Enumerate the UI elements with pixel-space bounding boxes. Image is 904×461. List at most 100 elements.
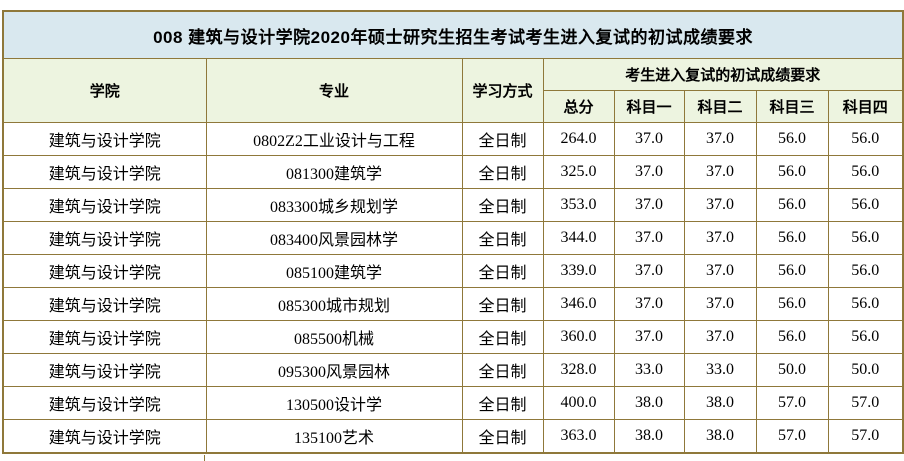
cell-subject2-score: 38.0	[683, 419, 757, 454]
cell-subject2-score: 37.0	[683, 155, 757, 189]
table-row: 建筑与设计学院 083300城乡规划学 全日制 353.0 37.0 37.0 …	[2, 188, 904, 222]
cell-total-score: 363.0	[542, 419, 615, 454]
cell-mode: 全日制	[461, 287, 544, 321]
cell-total-score: 400.0	[542, 386, 615, 420]
cell-college: 建筑与设计学院	[2, 419, 207, 454]
cell-subject2-score: 37.0	[683, 221, 757, 255]
page-title: 008 建筑与设计学院2020年硕士研究生招生考试考生进入复试的初试成绩要求	[2, 10, 904, 59]
cell-subject3-score: 56.0	[755, 221, 829, 255]
cell-total-score: 360.0	[542, 320, 615, 354]
table-row: 建筑与设计学院 095300风景园林 全日制 328.0 33.0 33.0 5…	[2, 353, 904, 387]
cell-subject1-score: 37.0	[613, 221, 685, 255]
cell-subject4-score: 56.0	[827, 188, 904, 222]
column-header-subject3: 科目三	[755, 90, 829, 123]
cell-college: 建筑与设计学院	[2, 221, 207, 255]
cell-college: 建筑与设计学院	[2, 188, 207, 222]
cell-college: 建筑与设计学院	[2, 155, 207, 189]
cell-subject1-score: 38.0	[613, 419, 685, 454]
cell-subject3-score: 57.0	[755, 419, 829, 454]
cell-total-score: 339.0	[542, 254, 615, 288]
cell-subject4-score: 57.0	[827, 386, 904, 420]
cell-total-score: 328.0	[542, 353, 615, 387]
cell-subject2-score: 37.0	[683, 188, 757, 222]
column-header-subject2: 科目二	[683, 90, 757, 123]
title-row: 008 建筑与设计学院2020年硕士研究生招生考试考生进入复试的初试成绩要求	[2, 10, 904, 59]
cell-subject4-score: 56.0	[827, 254, 904, 288]
table-row: 建筑与设计学院 083400风景园林学 全日制 344.0 37.0 37.0 …	[2, 221, 904, 255]
scores-table: 008 建筑与设计学院2020年硕士研究生招生考试考生进入复试的初试成绩要求 学…	[2, 10, 904, 454]
cell-subject3-score: 56.0	[755, 188, 829, 222]
cell-college: 建筑与设计学院	[2, 353, 207, 387]
cell-subject1-score: 37.0	[613, 254, 685, 288]
cell-subject2-score: 37.0	[683, 320, 757, 354]
cell-major: 085300城市规划	[205, 287, 463, 321]
table-row: 建筑与设计学院 085300城市规划 全日制 346.0 37.0 37.0 5…	[2, 287, 904, 321]
cell-total-score: 264.0	[542, 122, 615, 156]
cell-subject3-score: 56.0	[755, 320, 829, 354]
cell-subject4-score: 56.0	[827, 122, 904, 156]
cell-subject2-score: 37.0	[683, 254, 757, 288]
cell-total-score: 325.0	[542, 155, 615, 189]
cell-major: 083300城乡规划学	[205, 188, 463, 222]
table-row: 建筑与设计学院 135100艺术 全日制 363.0 38.0 38.0 57.…	[2, 419, 904, 454]
cell-subject1-score: 37.0	[613, 320, 685, 354]
cell-major: 0802Z2工业设计与工程	[205, 122, 463, 156]
cell-total-score: 346.0	[542, 287, 615, 321]
cell-mode: 全日制	[461, 254, 544, 288]
column-header-scores-group: 考生进入复试的初试成绩要求	[542, 58, 904, 91]
header-row-scores: 总分 科目一 科目二 科目三 科目四	[3, 90, 904, 123]
cell-mode: 全日制	[461, 320, 544, 354]
cell-subject3-score: 56.0	[755, 155, 829, 189]
cell-mode: 全日制	[461, 221, 544, 255]
table-row: 建筑与设计学院 130500设计学 全日制 400.0 38.0 38.0 57…	[2, 386, 904, 420]
table-continuation-line	[204, 455, 205, 461]
table-row: 建筑与设计学院 085500机械 全日制 360.0 37.0 37.0 56.…	[2, 320, 904, 354]
cell-mode: 全日制	[461, 155, 544, 189]
cell-subject3-score: 56.0	[755, 287, 829, 321]
cell-subject1-score: 37.0	[613, 155, 685, 189]
table-row: 建筑与设计学院 081300建筑学 全日制 325.0 37.0 37.0 56…	[2, 155, 904, 189]
column-header-major: 专业	[205, 58, 463, 123]
cell-college: 建筑与设计学院	[2, 254, 207, 288]
cell-mode: 全日制	[461, 386, 544, 420]
column-header-total: 总分	[542, 90, 615, 123]
header-row-top: 学院 专业 学习方式 考生进入复试的初试成绩要求	[2, 58, 904, 123]
cell-college: 建筑与设计学院	[2, 386, 207, 420]
cell-major: 130500设计学	[205, 386, 463, 420]
cell-major: 085500机械	[205, 320, 463, 354]
cell-subject3-score: 57.0	[755, 386, 829, 420]
cell-subject1-score: 33.0	[613, 353, 685, 387]
column-header-subject4: 科目四	[827, 90, 904, 123]
cell-major: 135100艺术	[205, 419, 463, 454]
cell-major: 095300风景园林	[205, 353, 463, 387]
cell-major: 081300建筑学	[205, 155, 463, 189]
cell-college: 建筑与设计学院	[2, 287, 207, 321]
cell-subject4-score: 56.0	[827, 221, 904, 255]
cell-subject4-score: 56.0	[827, 287, 904, 321]
column-header-college: 学院	[2, 58, 207, 123]
cell-subject1-score: 37.0	[613, 188, 685, 222]
cell-total-score: 344.0	[542, 221, 615, 255]
cell-total-score: 353.0	[542, 188, 615, 222]
cell-subject4-score: 56.0	[827, 320, 904, 354]
cell-mode: 全日制	[461, 353, 544, 387]
cell-mode: 全日制	[461, 122, 544, 156]
cell-college: 建筑与设计学院	[2, 122, 207, 156]
cell-college: 建筑与设计学院	[2, 320, 207, 354]
cell-mode: 全日制	[461, 419, 544, 454]
cell-subject2-score: 37.0	[683, 287, 757, 321]
cell-mode: 全日制	[461, 188, 544, 222]
column-header-mode: 学习方式	[461, 58, 544, 123]
cell-subject3-score: 56.0	[755, 122, 829, 156]
cell-subject1-score: 37.0	[613, 287, 685, 321]
cell-subject2-score: 33.0	[683, 353, 757, 387]
cell-major: 083400风景园林学	[205, 221, 463, 255]
cell-subject4-score: 57.0	[827, 419, 904, 454]
cell-subject2-score: 37.0	[683, 122, 757, 156]
cell-subject2-score: 38.0	[683, 386, 757, 420]
cell-subject1-score: 38.0	[613, 386, 685, 420]
table-row: 建筑与设计学院 085100建筑学 全日制 339.0 37.0 37.0 56…	[2, 254, 904, 288]
cell-major: 085100建筑学	[205, 254, 463, 288]
cell-subject1-score: 37.0	[613, 122, 685, 156]
